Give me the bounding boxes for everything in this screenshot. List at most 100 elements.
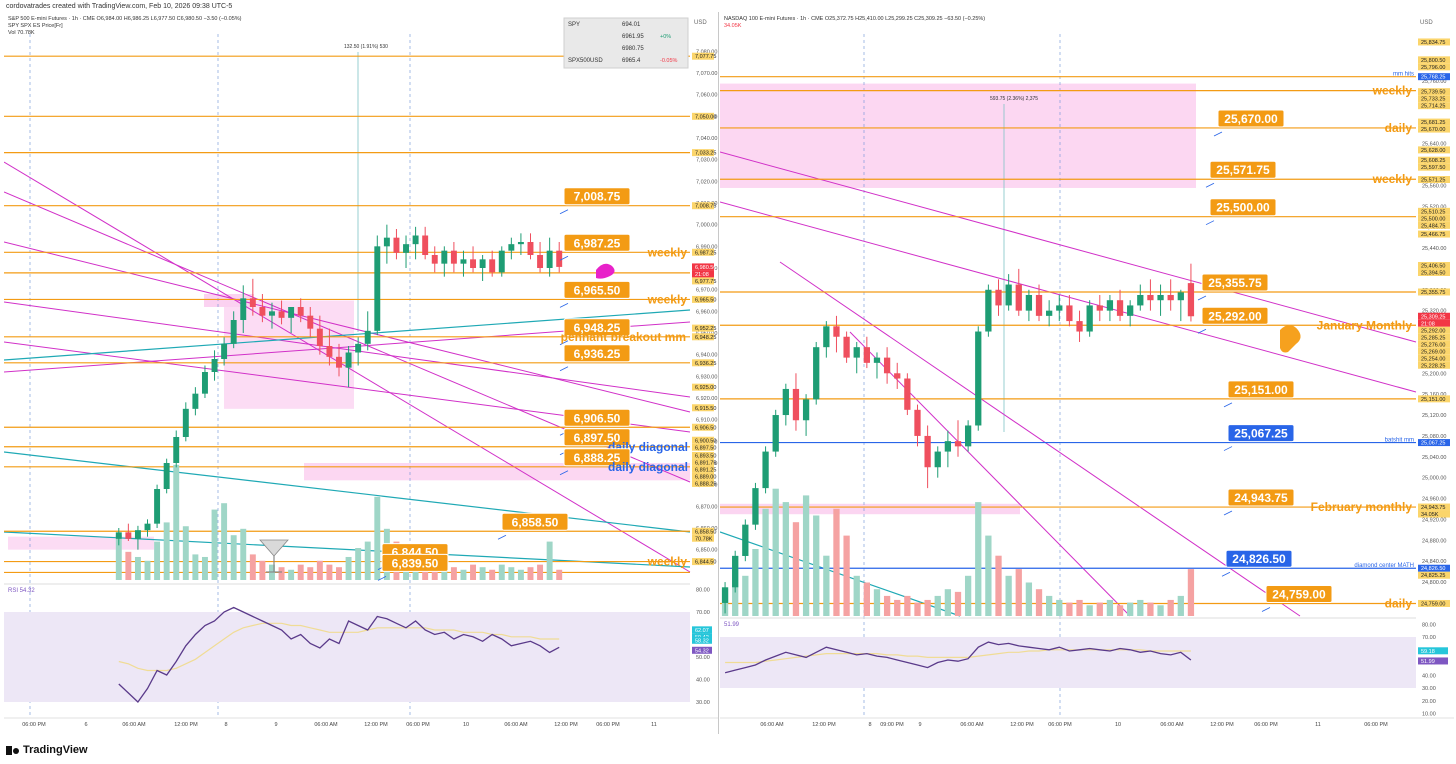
pane-divider[interactable] [718, 12, 719, 734]
candle-body[interactable] [498, 250, 505, 273]
level-pill[interactable] [1201, 273, 1269, 292]
candle-body[interactable] [173, 437, 180, 463]
candle-body[interactable] [853, 347, 860, 358]
candle-body[interactable] [393, 237, 400, 253]
candle-body[interactable] [1187, 283, 1195, 317]
candle-body[interactable] [201, 372, 208, 394]
level-pill[interactable] [563, 280, 631, 299]
candle-body[interactable] [792, 388, 800, 421]
candle-body[interactable] [479, 259, 486, 268]
candle-body[interactable] [527, 242, 534, 255]
candle-body[interactable] [1066, 305, 1073, 322]
candle-body[interactable] [412, 235, 419, 245]
candle-body[interactable] [934, 451, 941, 468]
level-pill[interactable] [1209, 198, 1277, 217]
candle-body[interactable] [470, 259, 477, 268]
candle-body[interactable] [383, 237, 390, 247]
candle-body[interactable] [230, 320, 237, 344]
candle-body[interactable] [894, 373, 901, 379]
level-pill[interactable] [1265, 584, 1333, 603]
level-pill[interactable] [1227, 488, 1295, 507]
candle-body[interactable] [355, 343, 362, 353]
candle-body[interactable] [975, 331, 982, 426]
candle-body[interactable] [489, 259, 496, 273]
candle-body[interactable] [115, 532, 122, 539]
candle-body[interactable] [813, 347, 820, 400]
candle-body[interactable] [873, 357, 881, 363]
candle-body[interactable] [307, 315, 314, 329]
level-pill[interactable] [563, 428, 631, 447]
level-pill[interactable] [1217, 109, 1285, 128]
candle-body[interactable] [508, 244, 515, 251]
candle-body[interactable] [944, 441, 952, 452]
candle-body[interactable] [546, 250, 553, 268]
ndx-chart-svg[interactable]: USD25,800.0025,760.0025,720.0025,680.002… [720, 12, 1454, 734]
level-pill[interactable] [563, 344, 631, 363]
candle-body[interactable] [316, 328, 323, 346]
candle-body[interactable] [1015, 284, 1022, 311]
candle-body[interactable] [297, 307, 304, 316]
candle-body[interactable] [326, 346, 333, 357]
candle-body[interactable] [154, 489, 161, 524]
candle-body[interactable] [460, 259, 467, 264]
watchlist-panel[interactable] [563, 17, 689, 69]
candle-body[interactable] [517, 242, 524, 245]
candle-body[interactable] [192, 393, 199, 409]
candle-body[interactable] [833, 326, 840, 337]
candle-body[interactable] [278, 311, 285, 318]
candle-body[interactable] [364, 330, 371, 344]
candle-body[interactable] [752, 488, 759, 525]
candle-body[interactable] [1116, 300, 1124, 316]
candle-body[interactable] [431, 255, 438, 264]
level-pill[interactable] [1227, 380, 1295, 399]
candle-body[interactable] [1056, 305, 1063, 311]
candle-body[interactable] [211, 359, 218, 372]
candle-body[interactable] [249, 298, 256, 307]
candle-body[interactable] [721, 587, 729, 603]
level-pill[interactable] [563, 318, 631, 337]
candle-body[interactable] [924, 435, 931, 468]
level-pill[interactable] [563, 187, 631, 206]
candle-body[interactable] [1167, 294, 1174, 301]
candle-body[interactable] [1035, 294, 1043, 316]
candle-body[interactable] [1177, 292, 1184, 301]
candle-body[interactable] [863, 347, 870, 363]
candle-body[interactable] [995, 289, 1002, 306]
candle-body[interactable] [1076, 321, 1083, 332]
candle-body[interactable] [240, 298, 247, 320]
candle-body[interactable] [556, 250, 563, 267]
level-pill[interactable] [1227, 424, 1295, 443]
candle-body[interactable] [182, 408, 189, 437]
candle-body[interactable] [1127, 305, 1134, 316]
candle-body[interactable] [403, 244, 409, 253]
level-pill[interactable] [1201, 306, 1269, 325]
candle-body[interactable] [985, 289, 992, 332]
candle-body[interactable] [1106, 300, 1114, 311]
candle-body[interactable] [1147, 294, 1154, 301]
candle-body[interactable] [802, 399, 810, 421]
candle-body[interactable] [742, 524, 749, 556]
candle-body[interactable] [762, 451, 769, 489]
candle-body[interactable] [823, 326, 830, 348]
candle-body[interactable] [269, 311, 275, 316]
candle-body[interactable] [125, 532, 132, 539]
candle-body[interactable] [1086, 305, 1093, 332]
candle-body[interactable] [954, 441, 962, 447]
candle-body[interactable] [1096, 305, 1103, 311]
candle-body[interactable] [732, 555, 739, 588]
candle-body[interactable] [163, 463, 170, 489]
spx-chart-pane[interactable]: USD 7,080.00 7,070.00 7,060.00 7,050.00 7,040… [4, 12, 718, 734]
candle-body[interactable] [336, 356, 342, 368]
level-pill[interactable] [501, 512, 569, 531]
spx-chart-svg[interactable]: USD 7,080.00 7,070.00 7,060.00 7,050.00 7,040… [4, 12, 718, 734]
candle-body[interactable] [843, 336, 850, 358]
candle-body[interactable] [1137, 294, 1144, 306]
candle-body[interactable] [1005, 284, 1012, 306]
candle-body[interactable] [288, 307, 295, 318]
candle-body[interactable] [221, 343, 228, 359]
ndx-chart-pane[interactable]: USD25,800.0025,760.0025,720.0025,680.002… [720, 12, 1454, 734]
level-pill[interactable] [563, 233, 631, 252]
candle-body[interactable] [782, 388, 789, 416]
candle-body[interactable] [883, 357, 891, 374]
candle-body[interactable] [422, 235, 429, 256]
